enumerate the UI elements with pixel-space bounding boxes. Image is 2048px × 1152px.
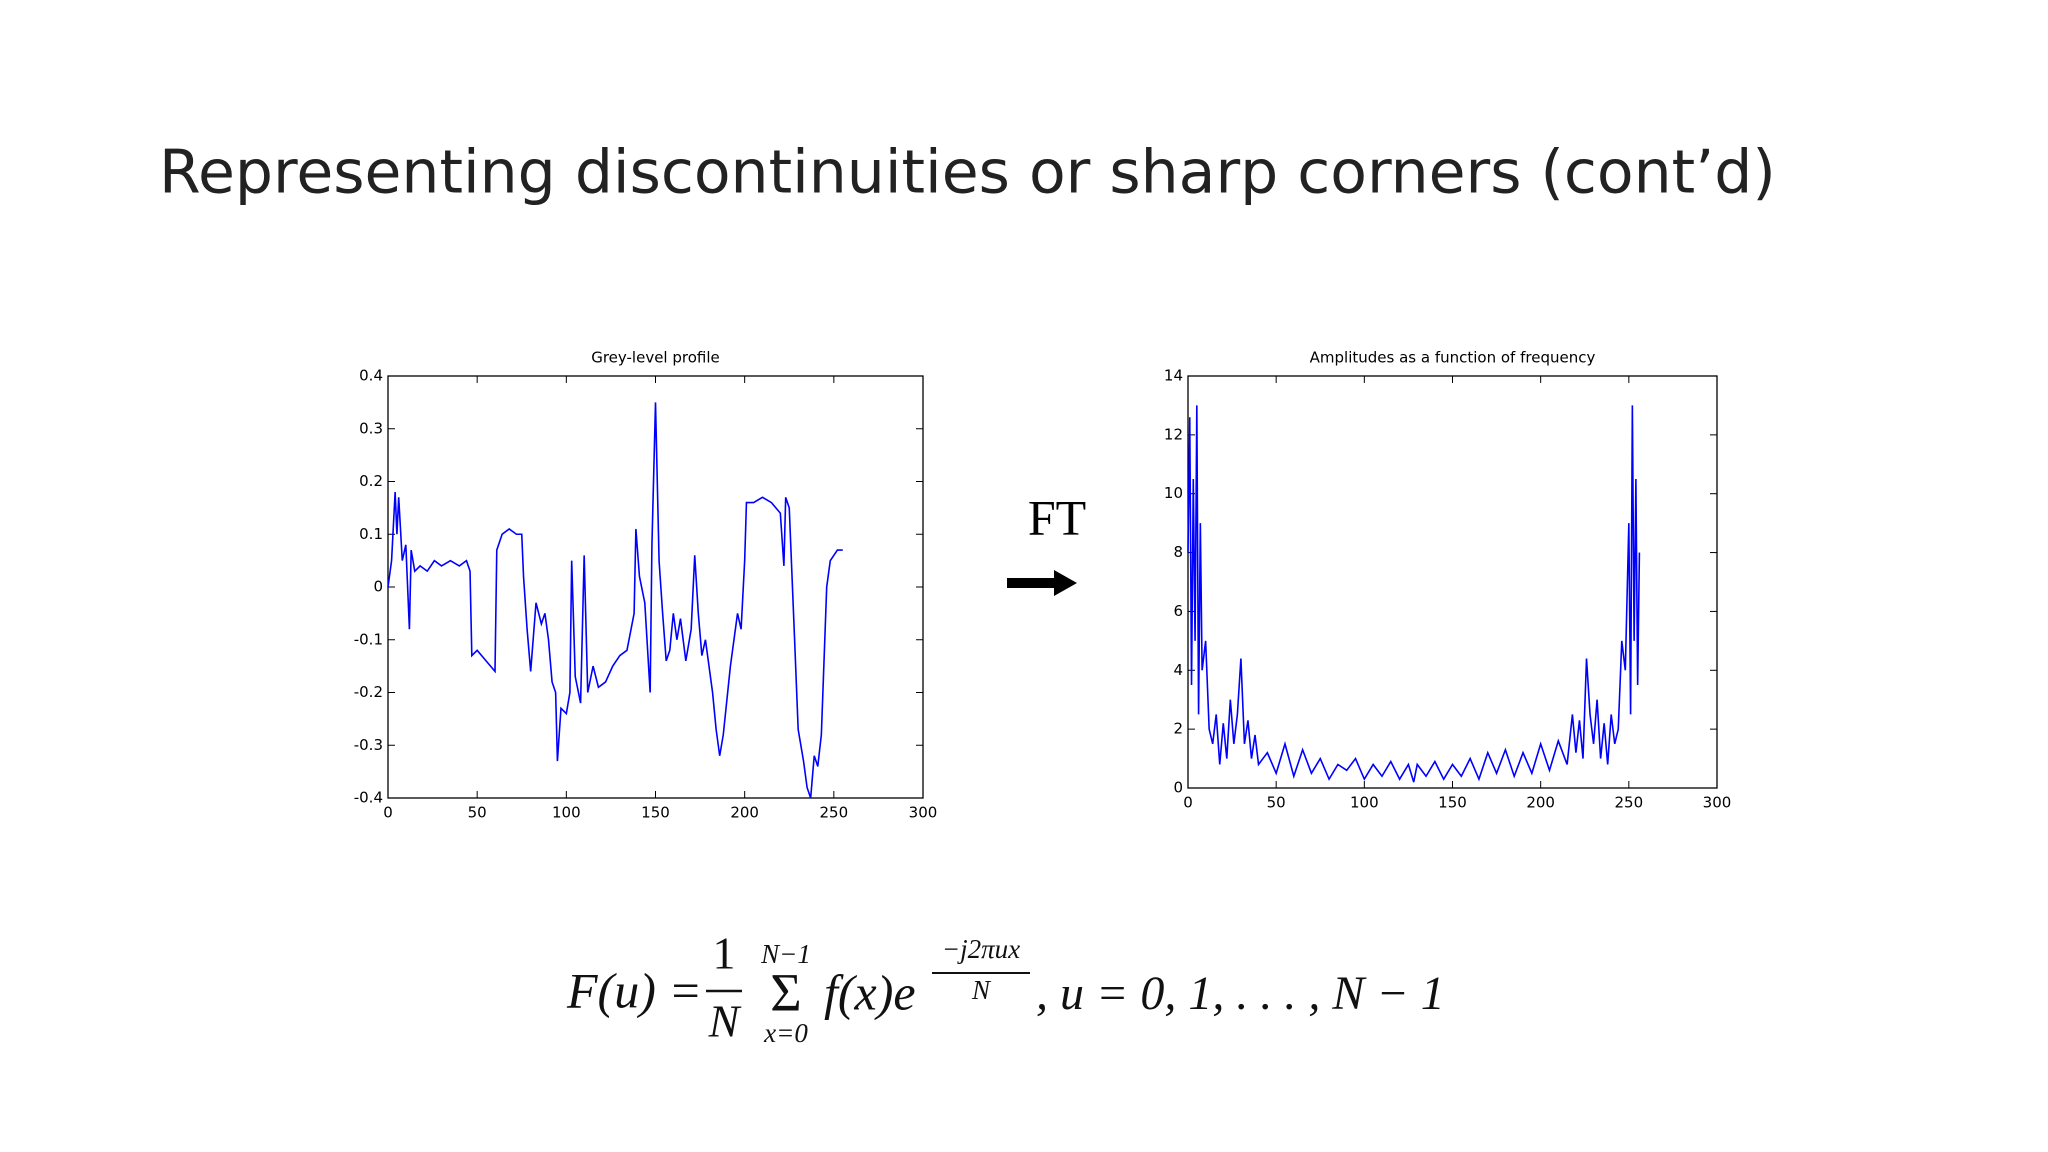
formula-body: f(x)e (824, 964, 916, 1020)
y-tick-label: 8 (1173, 543, 1183, 561)
formula: F(u) = 1 N N−1 Σ x=0 f(x)e −j2πux N , u … (566, 928, 1445, 1049)
x-tick-label: 50 (468, 804, 487, 822)
x-tick-label: 0 (383, 804, 393, 822)
y-tick-label: 14 (1164, 367, 1183, 385)
x-tick-label: 0 (1183, 794, 1193, 812)
x-tick-label: 250 (820, 804, 849, 822)
formula-exp-den: N (971, 975, 992, 1005)
formula-exp-num: −j2πux (942, 934, 1020, 964)
slide-title: Representing discontinuities or sharp co… (159, 138, 1776, 208)
x-tick-label: 250 (1615, 794, 1644, 812)
chart-title: Amplitudes as a function of frequency (1310, 349, 1596, 367)
data-line (387, 402, 843, 799)
chart: Amplitudes as a function of frequency 0 50… (1164, 349, 1731, 812)
x-tick-label: 150 (641, 804, 670, 822)
data-line (1187, 405, 1641, 783)
formula-sum-bottom: x=0 (763, 1018, 808, 1048)
arrow-label: FT (1028, 489, 1086, 545)
y-tick-label: 4 (1173, 661, 1183, 679)
formula-frac-den: N (708, 996, 742, 1047)
x-tick-label: 300 (1703, 794, 1732, 812)
x-tick-label: 150 (1438, 794, 1467, 812)
y-tick-label: 6 (1173, 602, 1183, 620)
y-tick-label: 0 (1173, 779, 1183, 797)
x-tick-label: 50 (1267, 794, 1286, 812)
formula-frac-num: 1 (713, 928, 736, 979)
formula-sum-top: N−1 (760, 939, 811, 969)
y-tick-label: -0.1 (354, 630, 383, 648)
y-tick-label: 0 (373, 578, 383, 596)
y-tick-label: 12 (1164, 425, 1183, 443)
x-tick-label: 100 (552, 804, 581, 822)
plot-area (387, 375, 924, 799)
plot-area (1187, 375, 1718, 789)
y-tick-label: 0.2 (359, 472, 383, 490)
y-tick-label: -0.2 (354, 683, 383, 701)
y-tick-label: 2 (1173, 720, 1183, 738)
arrow-head (1054, 570, 1077, 596)
arrow-shaft (1007, 578, 1057, 588)
y-tick-label: 10 (1164, 484, 1183, 502)
y-tick-label: 0.4 (359, 367, 383, 385)
arrow (1007, 570, 1077, 596)
y-tick-label: 0.3 (359, 419, 383, 437)
chart-title: Grey-level profile (591, 349, 720, 367)
y-tick-label: 0.1 (359, 525, 383, 543)
x-tick-label: 100 (1350, 794, 1379, 812)
formula-lhs: F(u) = (566, 962, 702, 1018)
x-tick-label: 200 (1526, 794, 1555, 812)
y-tick-label: -0.4 (354, 789, 383, 807)
x-tick-label: 200 (730, 804, 759, 822)
y-tick-label: -0.3 (354, 736, 383, 754)
x-tick-label: 300 (909, 804, 938, 822)
formula-tail: , u = 0, 1, . . . , N − 1 (1036, 967, 1445, 1020)
chart: Grey-level profile 0 50 100 150 200 250 300 -0.4… (354, 349, 938, 822)
formula-sum-sign: Σ (770, 962, 801, 1022)
